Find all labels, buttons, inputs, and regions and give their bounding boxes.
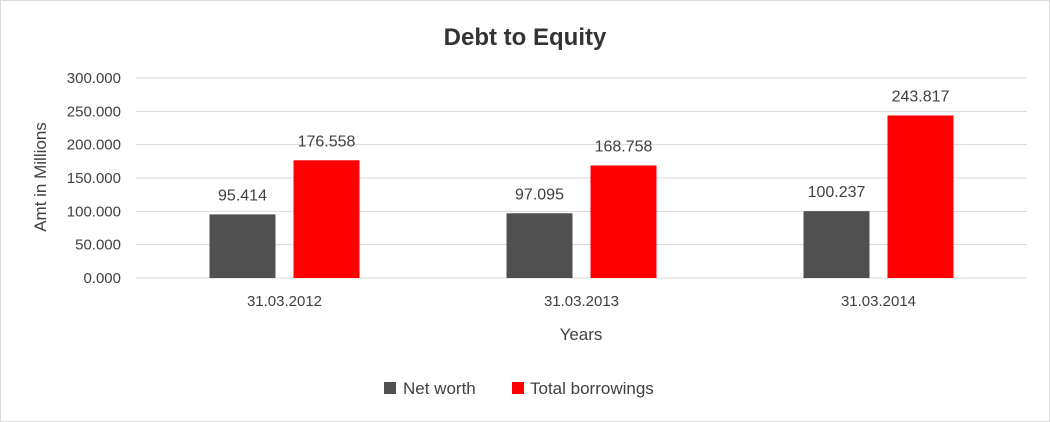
x-tick-label: 31.03.2014: [841, 293, 916, 310]
gridlines: [136, 77, 1027, 279]
legend: Net worth Total borrowings: [384, 379, 654, 398]
legend-label: Total borrowings: [530, 379, 654, 398]
data-label: 243.817: [892, 88, 950, 105]
y-axis-title: Amt in Millions: [31, 122, 50, 232]
bar-net-worth: [803, 211, 870, 278]
data-label: 100.237: [808, 184, 866, 201]
y-tick-label: 100.000: [67, 203, 121, 220]
legend-swatch: [512, 382, 524, 394]
y-tick-label: 0.000: [83, 270, 121, 287]
y-axis-ticks: 0.000 50.000 100.000 150.000 200.000 250.000 3…: [67, 70, 121, 287]
legend-label: Net worth: [403, 379, 476, 398]
data-label: 95.414: [218, 187, 267, 204]
bar-net-worth: [209, 214, 276, 278]
bar-total-borrowings: [590, 165, 657, 278]
bar-net-worth: [506, 213, 573, 278]
y-tick-label: 150.000: [67, 170, 121, 187]
y-tick-label: 200.000: [67, 137, 121, 154]
x-axis-ticks: 31.03.2012 31.03.2013 31.03.2014: [247, 293, 916, 310]
legend-swatch: [384, 382, 396, 394]
bar-total-borrowings: [887, 115, 954, 279]
data-labels: 95.414 176.558 97.095 168.758 100.237 243.817: [218, 88, 949, 204]
data-label: 168.758: [595, 138, 653, 155]
bars: [209, 115, 954, 279]
x-axis-title: Years: [560, 325, 603, 344]
y-tick-label: 250.000: [67, 103, 121, 120]
data-label: 176.558: [298, 133, 356, 150]
x-tick-label: 31.03.2013: [544, 293, 619, 310]
x-tick-label: 31.03.2012: [247, 293, 322, 310]
chart-title: Debt to Equity: [444, 24, 607, 51]
y-tick-label: 50.000: [75, 237, 121, 254]
data-label: 97.095: [515, 186, 564, 203]
y-tick-label: 300.000: [67, 70, 121, 87]
bar-total-borrowings: [293, 160, 360, 278]
